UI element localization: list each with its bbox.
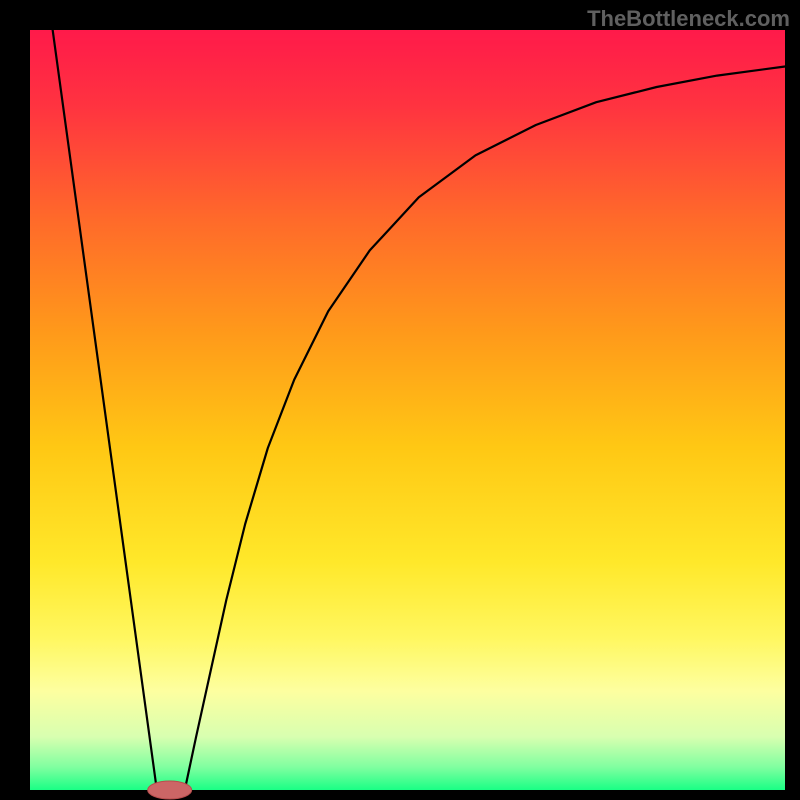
watermark-text: TheBottleneck.com — [587, 6, 790, 32]
chart-marker — [148, 781, 192, 799]
chart-plot-area — [30, 30, 785, 790]
bottleneck-chart: TheBottleneck.com — [0, 0, 800, 800]
chart-svg — [0, 0, 800, 800]
